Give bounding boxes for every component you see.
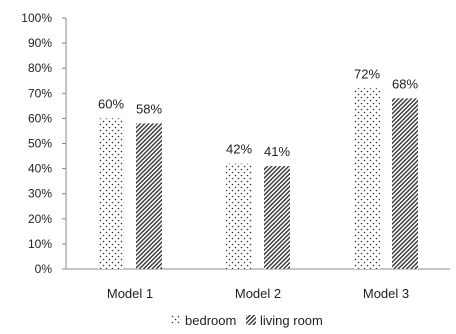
x-axis: Model 1 Model 2 Model 3 <box>66 268 450 301</box>
data-label: 41% <box>264 144 290 159</box>
legend-label: bedroom <box>185 313 236 328</box>
y-tick-label: 100% <box>21 11 52 25</box>
y-tick-label: 40% <box>28 162 52 176</box>
y-tick-label: 70% <box>28 86 52 100</box>
bar-bedroom-1 <box>98 118 124 270</box>
bar-bedroom-3 <box>354 88 380 269</box>
data-label: 68% <box>392 76 418 91</box>
bars <box>98 88 418 270</box>
data-label: 42% <box>226 142 252 157</box>
data-label: 72% <box>354 66 380 81</box>
y-tick-label: 0% <box>35 262 53 276</box>
y-tick-label: 80% <box>28 61 52 75</box>
y-tick-label: 30% <box>28 187 52 201</box>
y-tick-label: 60% <box>28 111 52 125</box>
bar-living-room-2 <box>264 166 290 269</box>
x-tick-label: Model 3 <box>363 286 409 301</box>
y-tick-label: 50% <box>28 137 52 151</box>
legend-swatch-bedroom <box>171 315 181 325</box>
data-label: 60% <box>98 96 124 111</box>
y-axis: 0% 10% 20% 30% 40% 50% 60% 70% 80% 90% 100% <box>21 11 67 276</box>
bar-living-room-1 <box>136 123 162 269</box>
x-tick-label: Model 2 <box>235 286 281 301</box>
bar-bedroom-2 <box>226 163 252 269</box>
y-tick-label: 20% <box>28 212 52 226</box>
legend-swatch-living-room <box>246 315 256 325</box>
data-label: 58% <box>136 101 162 116</box>
legend-label: living room <box>260 313 323 328</box>
y-tick-label: 10% <box>28 237 52 251</box>
bar-living-room-3 <box>392 98 418 269</box>
y-tick-label: 90% <box>28 36 52 50</box>
x-tick-label: Model 1 <box>107 286 153 301</box>
data-labels: 60% 58% 42% 41% 72% 68% <box>98 66 418 159</box>
legend: bedroom living room <box>171 313 323 328</box>
